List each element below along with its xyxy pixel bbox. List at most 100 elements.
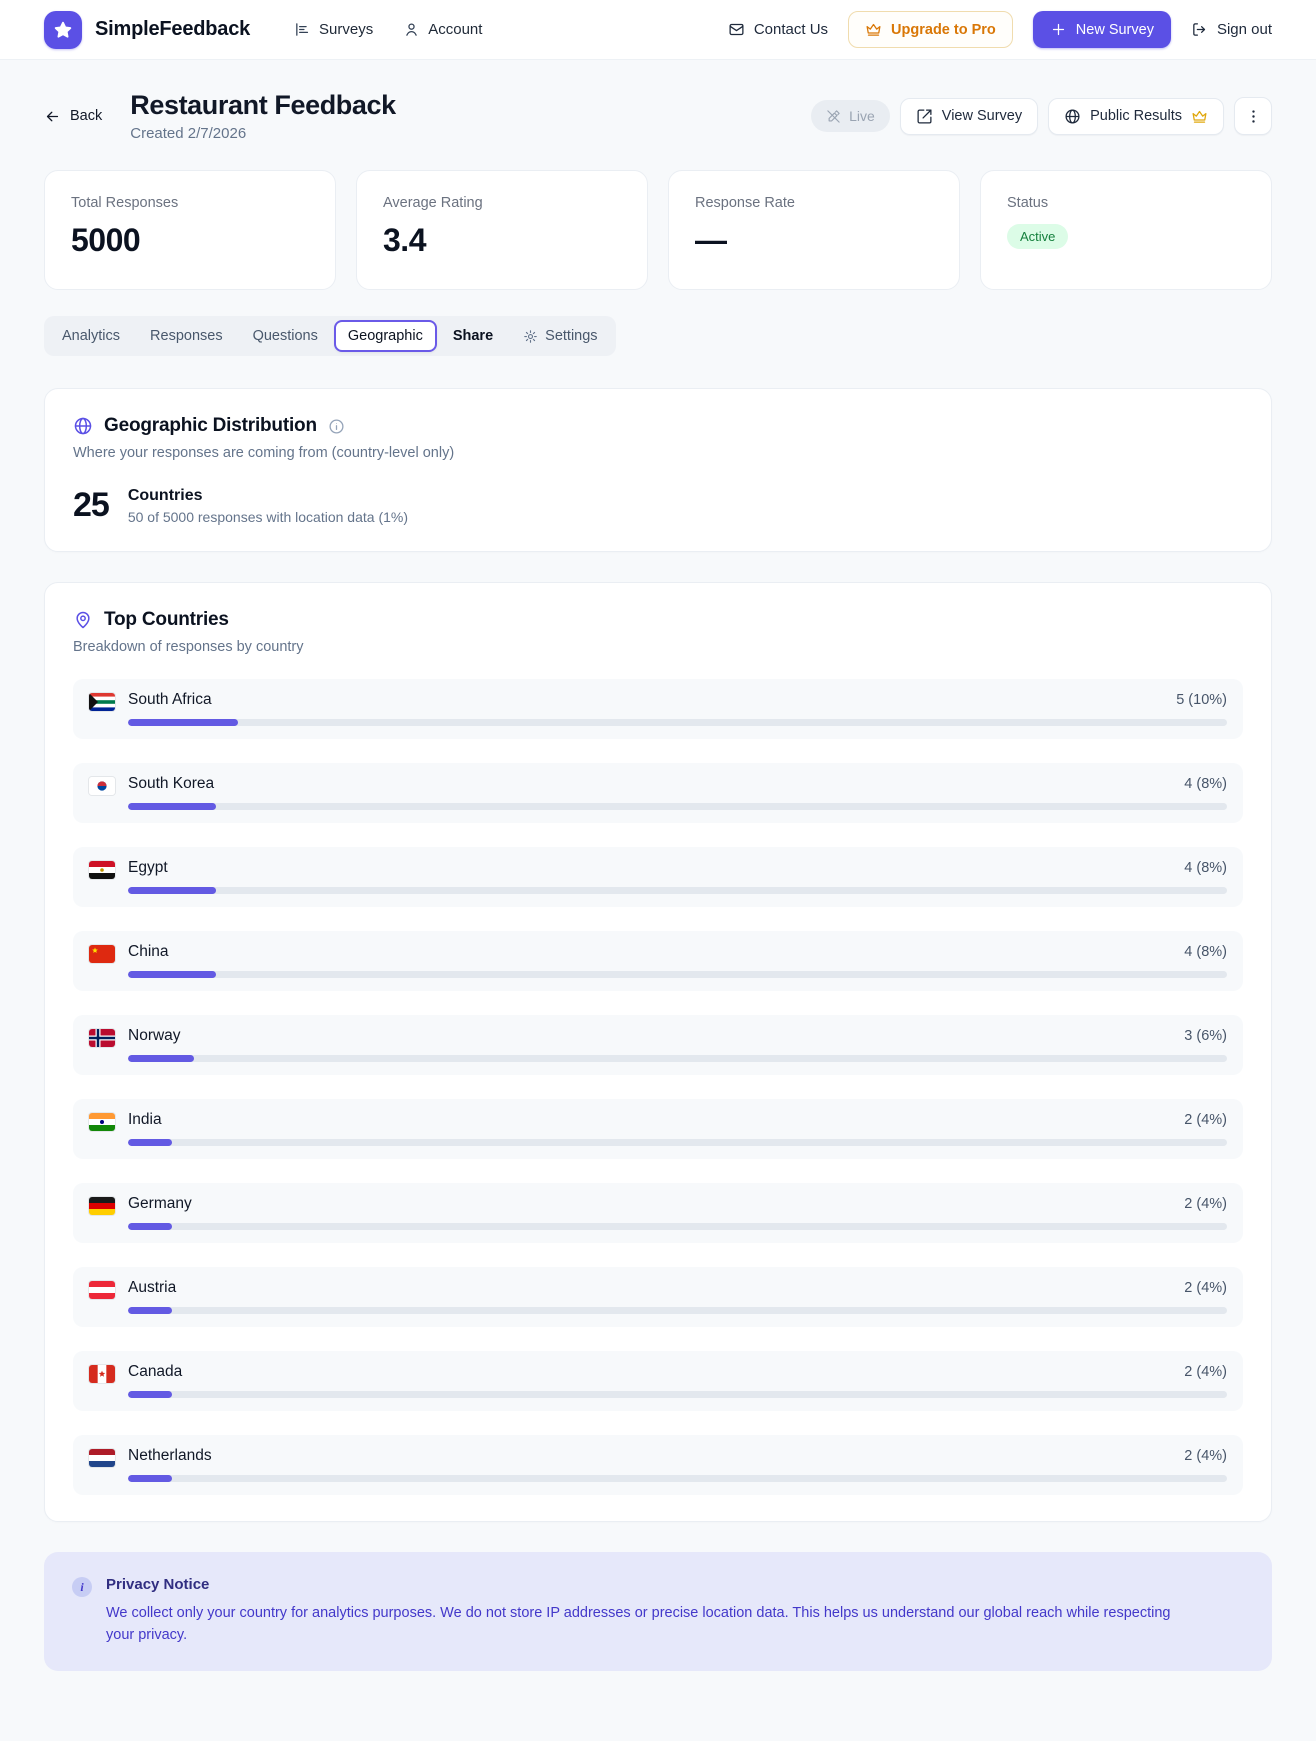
privacy-notice: i Privacy Notice We collect only your co… [44, 1552, 1272, 1671]
view-survey-button[interactable]: View Survey [899, 97, 1039, 135]
user-icon [406, 23, 417, 36]
live-status-label: Live [849, 108, 875, 124]
crown-icon [866, 23, 881, 36]
new-survey-button[interactable]: New Survey [1032, 11, 1171, 48]
stat-value: 3.4 [383, 222, 426, 258]
country-bar-fill [128, 803, 216, 810]
country-name: Norway [128, 1027, 181, 1044]
stat-value: 5000 [71, 222, 141, 258]
stat-card-average-rating: Average Rating 3.4 [356, 170, 648, 290]
country-name: Canada [128, 1363, 183, 1380]
info-icon[interactable] [328, 418, 345, 435]
brand-logo[interactable]: SimpleFeedback [44, 10, 251, 49]
country-row: Germany 2 (4%) [73, 1183, 1243, 1243]
tab-geographic[interactable]: Geographic [333, 320, 437, 352]
top-countries-card: Top Countries Breakdown of responses by … [44, 582, 1272, 1522]
flag-south-korea-icon [89, 777, 115, 795]
tab-responses[interactable]: Responses [136, 320, 237, 352]
flag-china-icon [89, 945, 115, 963]
tab-bar: Analytics Responses Questions Geographic Sha… [44, 316, 616, 356]
globe-icon [74, 417, 92, 435]
map-pin-icon [76, 611, 90, 629]
country-row: Norway 3 (6%) [73, 1015, 1243, 1075]
stat-label: Response Rate [695, 195, 795, 211]
stat-card-response-rate: Response Rate — [668, 170, 960, 290]
country-bar-fill [128, 1055, 194, 1062]
flag-south-africa-icon [89, 693, 115, 711]
public-results-button[interactable]: Public Results [1048, 97, 1224, 135]
flag-netherlands-icon [89, 1449, 115, 1467]
card-title: Geographic Distribution [104, 415, 317, 436]
country-name: Egypt [128, 859, 168, 876]
country-name: India [128, 1111, 162, 1128]
country-bar-fill [128, 971, 216, 978]
country-bar-track [128, 971, 1227, 978]
crown-icon [1192, 110, 1207, 123]
country-row: Canada 2 (4%) [73, 1351, 1243, 1411]
privacy-title: Privacy Notice [106, 1576, 210, 1593]
stat-label: Status [1007, 195, 1049, 211]
tab-share[interactable]: Share [439, 320, 507, 352]
country-name: South Korea [128, 775, 215, 792]
sign-out-button[interactable]: Sign out [1191, 21, 1272, 38]
tab-settings[interactable]: Settings [509, 320, 611, 352]
tab-label: Share [452, 328, 494, 344]
stats-row: Total Responses 5000 Average Rating 3.4 … [44, 170, 1272, 290]
contact-us-button[interactable]: Contact Us [728, 21, 828, 38]
country-name: Netherlands [128, 1447, 212, 1464]
flag-germany-icon [89, 1197, 115, 1215]
country-value: 2 (4%) [1184, 1448, 1227, 1464]
brand-name: SimpleFeedback [95, 18, 251, 40]
country-name: Austria [128, 1279, 177, 1296]
pencil-off-icon [827, 109, 840, 123]
country-bar-track [128, 1475, 1227, 1482]
tab-label: Settings [545, 328, 598, 344]
privacy-body: We collect only your country for analyti… [106, 1605, 1171, 1644]
new-survey-label: New Survey [1075, 21, 1154, 38]
country-value: 4 (8%) [1184, 860, 1227, 876]
country-bar-fill [128, 887, 216, 894]
country-value: 3 (6%) [1184, 1028, 1227, 1044]
stat-card-total-responses: Total Responses 5000 [44, 170, 336, 290]
country-bar-track [128, 1223, 1227, 1230]
flag-egypt-icon [89, 861, 115, 879]
survey-header: Back Restaurant Feedback Created 2/7/202… [44, 90, 1272, 142]
sign-out-label: Sign out [1216, 21, 1272, 38]
globe-icon [1065, 108, 1080, 124]
country-bar-track [128, 803, 1227, 810]
country-value: 2 (4%) [1184, 1364, 1227, 1380]
arrow-left-icon [46, 111, 59, 121]
geographic-distribution-card: Geographic Distribution Where your respo… [44, 388, 1272, 552]
country-value: 2 (4%) [1184, 1196, 1227, 1212]
plus-icon [1052, 23, 1064, 36]
country-bar-fill [128, 719, 238, 726]
tab-questions[interactable]: Questions [239, 320, 332, 352]
nav-item-surveys[interactable]: Surveys [294, 21, 373, 38]
country-value: 2 (4%) [1184, 1112, 1227, 1128]
country-row: China 4 (8%) [73, 931, 1243, 991]
primary-nav: Surveys Account [294, 21, 482, 38]
star-logo-icon [44, 10, 82, 49]
card-title: Top Countries [104, 609, 229, 630]
country-bar-fill [128, 1391, 172, 1398]
more-options-button[interactable] [1234, 97, 1272, 135]
country-bar-track [128, 887, 1227, 894]
created-date: Created 2/7/2026 [130, 125, 247, 142]
sign-out-icon [1193, 23, 1206, 36]
tab-label: Questions [252, 328, 318, 344]
tab-label: Responses [150, 328, 223, 344]
back-button[interactable]: Back [44, 108, 102, 125]
country-value: 2 (4%) [1184, 1280, 1227, 1296]
status-badge: Active [1007, 224, 1069, 249]
country-name: Germany [128, 1195, 192, 1212]
page-content: Back Restaurant Feedback Created 2/7/202… [0, 60, 1316, 1741]
upgrade-to-pro-button[interactable]: Upgrade to Pro [848, 11, 1013, 48]
nav-item-account[interactable]: Account [403, 21, 482, 38]
kebab-menu-icon [1251, 109, 1255, 123]
back-label: Back [70, 108, 103, 124]
country-name: South Africa [128, 691, 212, 708]
page-title: Restaurant Feedback [130, 90, 396, 120]
country-bar-fill [128, 1223, 172, 1230]
card-subtitle: Breakdown of responses by country [73, 639, 304, 655]
tab-analytics[interactable]: Analytics [48, 320, 134, 352]
